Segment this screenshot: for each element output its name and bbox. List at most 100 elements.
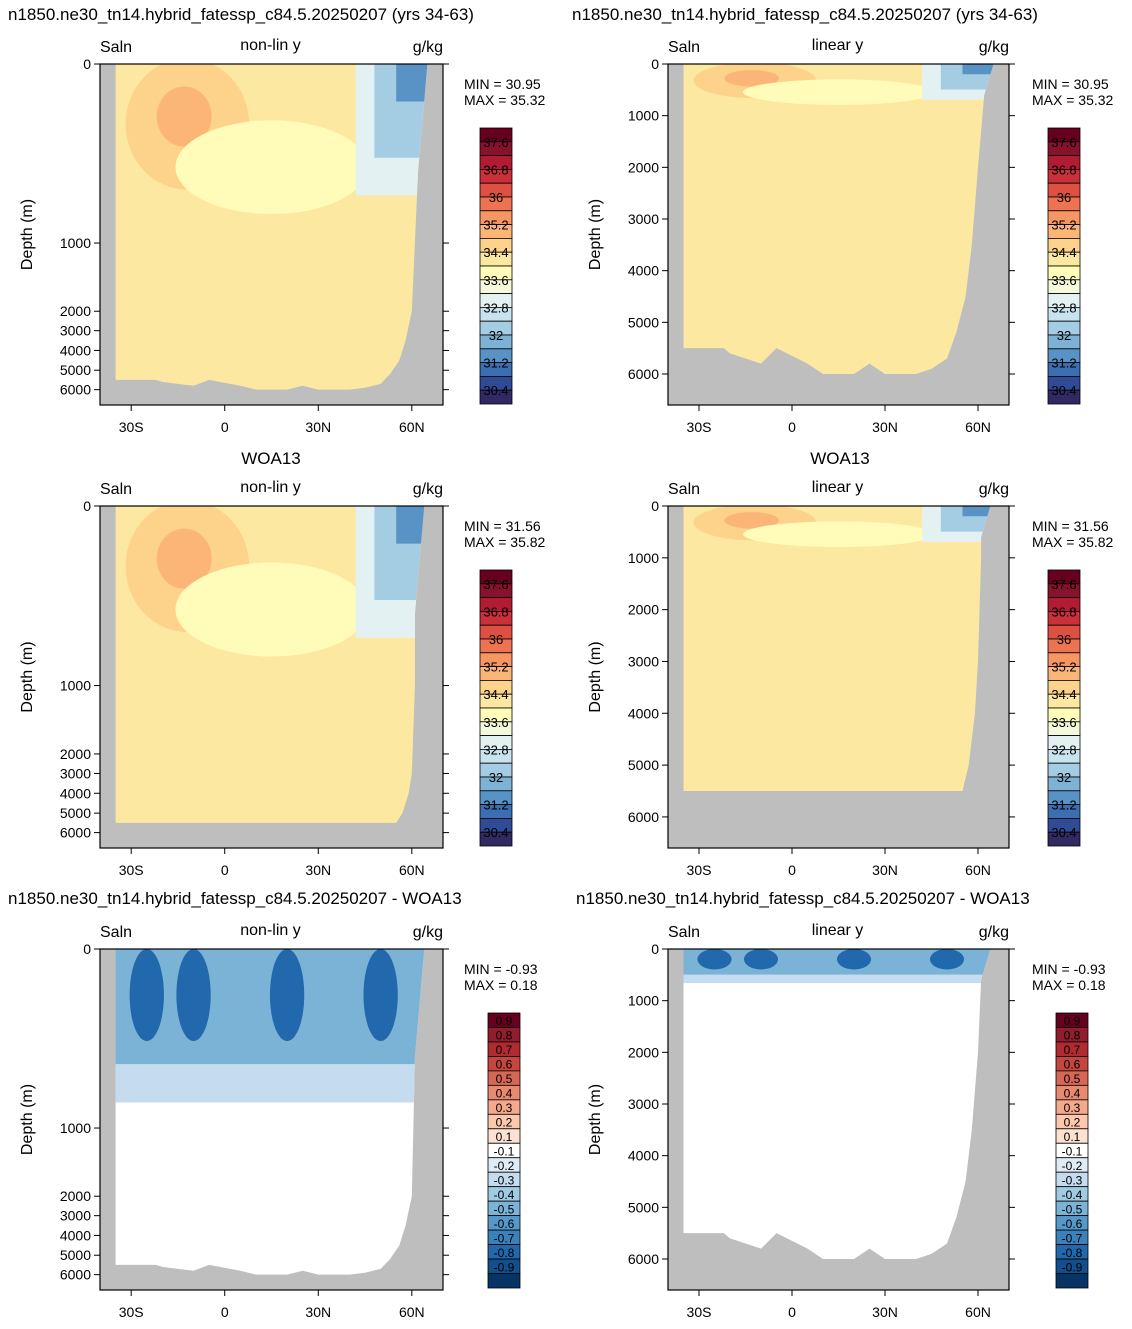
colorbar-label: -0.8 bbox=[1062, 1246, 1083, 1260]
y-axis-label: Depth (m) bbox=[19, 1084, 36, 1155]
y-axis-label: Depth (m) bbox=[19, 199, 36, 270]
max-label: MAX = 0.18 bbox=[464, 977, 538, 993]
y-tick-label: 5000 bbox=[628, 1199, 659, 1215]
colorbar-label: 0.5 bbox=[1064, 1072, 1081, 1086]
units-label: g/kg bbox=[979, 924, 1009, 941]
y-tick-label: 2000 bbox=[60, 1188, 91, 1204]
colorbar-label: 0.3 bbox=[496, 1101, 513, 1115]
colorbar-label: -0.8 bbox=[494, 1246, 515, 1260]
colorbar-label: 0.2 bbox=[496, 1116, 513, 1130]
y-tick-label: 0 bbox=[651, 498, 659, 514]
min-label: MIN = 30.95 bbox=[1032, 76, 1109, 92]
y-axis-label: Depth (m) bbox=[587, 199, 604, 270]
x-tick-label: 30N bbox=[872, 862, 898, 878]
plot-frame bbox=[667, 505, 1010, 849]
y-tick-label: 4000 bbox=[628, 705, 659, 721]
y-tick-label: 1000 bbox=[60, 1120, 91, 1136]
diff-core bbox=[363, 949, 398, 1042]
y-tick-label: 6000 bbox=[60, 382, 91, 398]
colorbar-box bbox=[1047, 389, 1081, 405]
colorbar-label: 32 bbox=[489, 770, 503, 785]
colorbar-label: 33.6 bbox=[1051, 273, 1076, 288]
y-tick-label: 0 bbox=[83, 498, 91, 514]
scale-label: non-lin y bbox=[240, 37, 300, 54]
y-tick-label: 2000 bbox=[628, 1044, 659, 1060]
colorbar-label: 36 bbox=[489, 190, 503, 205]
x-tick-label: 60N bbox=[965, 862, 991, 878]
colorbar-label: 35.2 bbox=[1051, 660, 1076, 675]
y-tick-label: 0 bbox=[651, 56, 659, 72]
y-tick-label: 3000 bbox=[628, 653, 659, 669]
x-tick-label: 0 bbox=[221, 419, 229, 435]
variable-label: Saln bbox=[100, 481, 132, 498]
y-tick-label: 0 bbox=[83, 56, 91, 72]
colorbar-box bbox=[479, 831, 513, 847]
ocean-field bbox=[683, 506, 991, 791]
colorbar-label: 37.6 bbox=[483, 577, 508, 592]
colorbar-label: 36 bbox=[489, 632, 503, 647]
colorbar-label: 0.1 bbox=[496, 1130, 513, 1144]
arctic-fresh bbox=[962, 64, 994, 75]
colorbar-label: 0.4 bbox=[496, 1087, 513, 1101]
min-label: MIN = 30.95 bbox=[464, 76, 541, 92]
diff-core bbox=[836, 949, 872, 970]
ocean-field bbox=[683, 949, 991, 1259]
panel-obs-linear: Saln linear y g/kg 30S 0 30N 60N 0 1000 2000 3000 4… bbox=[587, 479, 1114, 878]
y-axis-label: Depth (m) bbox=[19, 641, 36, 712]
x-tick-label: 30S bbox=[687, 419, 712, 435]
colorbar-label: 36.8 bbox=[483, 162, 508, 177]
diff-core bbox=[269, 949, 305, 1042]
plot-frame bbox=[667, 948, 1010, 1291]
colorbar-label: 35.2 bbox=[1051, 218, 1076, 233]
panel-diff-linear: Saln linear y g/kg 30S 0 30N 60N 0 1000 2000 3000 4… bbox=[587, 922, 1106, 1320]
colorbar-label: -0.6 bbox=[1062, 1217, 1083, 1231]
colorbar-label: 31.2 bbox=[1051, 798, 1076, 813]
colorbar-label: 35.2 bbox=[483, 218, 508, 233]
panel-model-nonlinear: Saln non-lin y g/kg 30S 0 30N 60N 0 1000 2000 3000… bbox=[19, 37, 546, 435]
y-tick-label: 1000 bbox=[628, 108, 659, 124]
x-tick-label: 0 bbox=[788, 1304, 796, 1320]
y-tick-label: 4000 bbox=[628, 263, 659, 279]
x-tick-label: 60N bbox=[399, 1304, 425, 1320]
colorbar-label: -0.6 bbox=[494, 1217, 515, 1231]
colorbar-label: 0.4 bbox=[1064, 1087, 1081, 1101]
colorbar-label: 36 bbox=[1057, 632, 1071, 647]
y-axis-label: Depth (m) bbox=[587, 1084, 604, 1155]
colorbar-label: -0.2 bbox=[494, 1159, 515, 1173]
colorbar-label: 34.4 bbox=[483, 245, 508, 260]
scale-label: non-lin y bbox=[240, 479, 300, 496]
colorbar-label: 0.1 bbox=[1064, 1130, 1081, 1144]
panel-obs-nonlinear: Saln non-lin y g/kg 30S 0 30N 60N 0 1000 2000 3000… bbox=[19, 479, 546, 878]
ocean-field bbox=[115, 949, 425, 1275]
ocean-field bbox=[115, 506, 425, 823]
y-tick-label: 6000 bbox=[628, 1251, 659, 1267]
y-tick-label: 1000 bbox=[628, 550, 659, 566]
scale-label: linear y bbox=[812, 479, 864, 496]
colorbar-label: 36.8 bbox=[1051, 604, 1076, 619]
x-tick-label: 0 bbox=[788, 862, 796, 878]
panel-model-linear: Saln linear y g/kg 30S 0 30N 60N 0 1000 2000 3000 4… bbox=[587, 37, 1114, 435]
colorbar-label: 33.6 bbox=[1051, 715, 1076, 730]
units-label: g/kg bbox=[979, 39, 1009, 56]
max-label: MAX = 35.32 bbox=[1032, 92, 1114, 108]
diff-core bbox=[697, 949, 732, 970]
min-label: MIN = -0.93 bbox=[464, 961, 538, 977]
colorbar-label: -0.5 bbox=[1062, 1202, 1083, 1216]
colorbar-label: 0.7 bbox=[496, 1043, 513, 1057]
y-tick-label: 2000 bbox=[60, 303, 91, 319]
x-tick-label: 0 bbox=[221, 862, 229, 878]
colorbar-label: -0.9 bbox=[1062, 1260, 1083, 1274]
plot-frame bbox=[99, 948, 444, 1291]
row2-right-title: WOA13 bbox=[810, 449, 870, 468]
plot-frame bbox=[99, 505, 444, 849]
colorbar-label: 0.5 bbox=[496, 1072, 513, 1086]
y-tick-label: 1000 bbox=[60, 235, 91, 251]
y-tick-label: 3000 bbox=[628, 1096, 659, 1112]
colorbar-label: 0.6 bbox=[1064, 1058, 1081, 1072]
x-tick-label: 30S bbox=[119, 1304, 144, 1320]
colorbar-label: 37.6 bbox=[1051, 135, 1076, 150]
scale-label: linear y bbox=[812, 922, 864, 939]
row2-left-title: WOA13 bbox=[241, 449, 301, 468]
panels: Saln non-lin y g/kg 30S 0 30N 60N 0 1000 2000 3000… bbox=[19, 37, 1114, 1320]
y-tick-label: 6000 bbox=[60, 825, 91, 841]
